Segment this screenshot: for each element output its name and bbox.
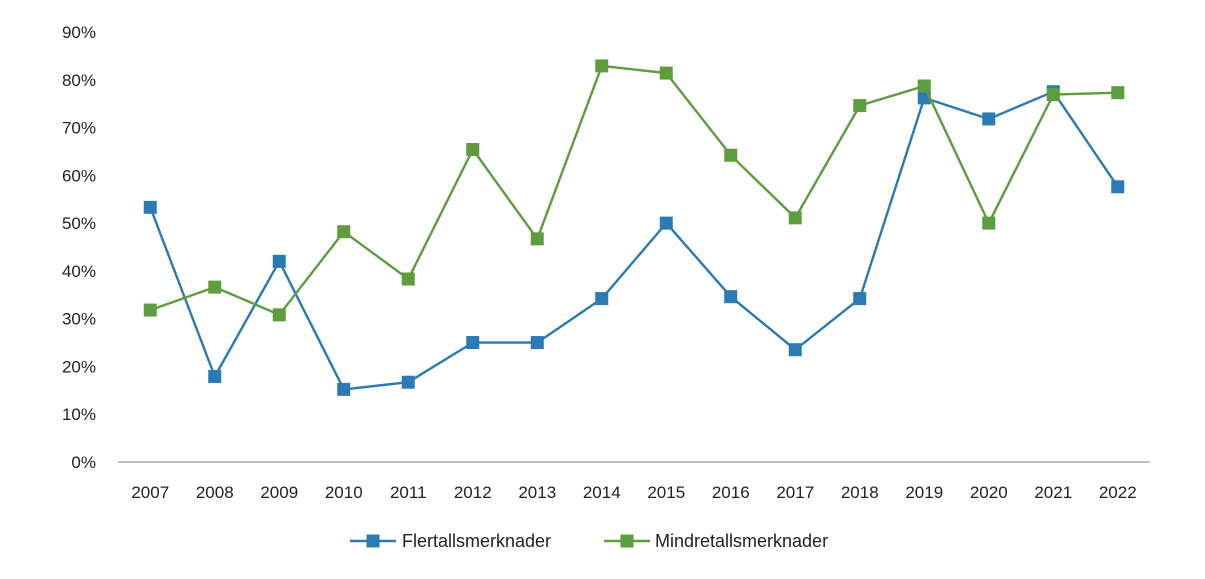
- x-tick-label: 2022: [1099, 483, 1137, 502]
- x-tick-label: 2021: [1034, 483, 1072, 502]
- data-point-marker: [917, 79, 931, 93]
- x-tick-label: 2010: [325, 483, 363, 502]
- x-tick-label: 2012: [454, 483, 492, 502]
- y-axis-tick-labels: 0% 10% 20% 30% 40% 50% 60% 70% 80% 90%: [62, 23, 96, 472]
- legend-item: Mindretallsmerknader: [604, 531, 828, 551]
- data-point-marker: [208, 280, 222, 294]
- data-point-marker: [982, 216, 996, 230]
- data-point-marker: [401, 272, 415, 286]
- data-point-marker: [272, 254, 286, 268]
- series-line: [149, 90, 1119, 391]
- y-tick-label: 10%: [62, 405, 96, 424]
- data-point-marker: [788, 343, 802, 357]
- x-tick-label: 2018: [841, 483, 879, 502]
- data-point-marker: [208, 369, 222, 383]
- series-mindretallsmerknader: [143, 59, 1125, 322]
- data-point-marker: [659, 66, 673, 80]
- data-point-marker: [466, 143, 480, 157]
- x-tick-label: 2020: [970, 483, 1008, 502]
- x-tick-label: 2019: [905, 483, 943, 502]
- legend-marker: [620, 534, 634, 548]
- data-point-marker: [1111, 180, 1125, 194]
- data-point-marker: [272, 308, 286, 322]
- data-point-marker: [724, 148, 738, 162]
- y-tick-label: 20%: [62, 357, 96, 376]
- y-tick-label: 90%: [62, 23, 96, 42]
- data-point-marker: [401, 375, 415, 389]
- series-line: [149, 64, 1118, 316]
- y-tick-label: 0%: [71, 453, 96, 472]
- x-tick-label: 2009: [260, 483, 298, 502]
- legend-label: Flertallsmerknader: [402, 531, 551, 551]
- legend-item: Flertallsmerknader: [350, 531, 551, 551]
- data-point-marker: [595, 292, 609, 306]
- data-point-marker: [724, 290, 738, 304]
- series-flertallsmerknader: [143, 85, 1125, 396]
- data-point-marker: [788, 211, 802, 225]
- x-tick-label: 2007: [131, 483, 169, 502]
- data-point-marker: [337, 382, 351, 396]
- y-tick-label: 40%: [62, 262, 96, 281]
- data-point-marker: [466, 336, 480, 350]
- data-point-marker: [982, 112, 996, 126]
- legend-label: Mindretallsmerknader: [655, 531, 828, 551]
- x-tick-label: 2011: [390, 483, 427, 502]
- data-point-marker: [595, 59, 609, 73]
- x-tick-label: 2017: [776, 483, 814, 502]
- x-tick-label: 2014: [583, 483, 621, 502]
- y-tick-label: 80%: [62, 71, 96, 90]
- data-point-marker: [853, 99, 867, 113]
- data-point-marker: [659, 216, 673, 230]
- data-point-marker: [337, 225, 351, 239]
- data-point-marker: [143, 200, 157, 214]
- x-tick-label: 2015: [647, 483, 685, 502]
- y-tick-label: 70%: [62, 119, 96, 138]
- y-tick-label: 50%: [62, 214, 96, 233]
- x-axis-tick-labels: 2007 2008 2009 2010 2011 2012 2013 2014 2015 2016…: [131, 483, 1136, 502]
- legend: Flertallsmerknader Mindretallsmerknader: [350, 531, 828, 551]
- y-tick-label: 60%: [62, 166, 96, 185]
- data-point-marker: [530, 336, 544, 350]
- series-layer: [143, 59, 1125, 396]
- data-point-marker: [853, 292, 867, 306]
- legend-marker: [366, 534, 380, 548]
- y-tick-label: 30%: [62, 310, 96, 329]
- x-tick-label: 2008: [196, 483, 234, 502]
- data-point-marker: [530, 232, 544, 246]
- x-tick-label: 2016: [712, 483, 750, 502]
- x-tick-label: 2013: [518, 483, 556, 502]
- data-point-marker: [1046, 88, 1060, 102]
- data-point-marker: [1111, 86, 1125, 100]
- data-point-marker: [143, 303, 157, 317]
